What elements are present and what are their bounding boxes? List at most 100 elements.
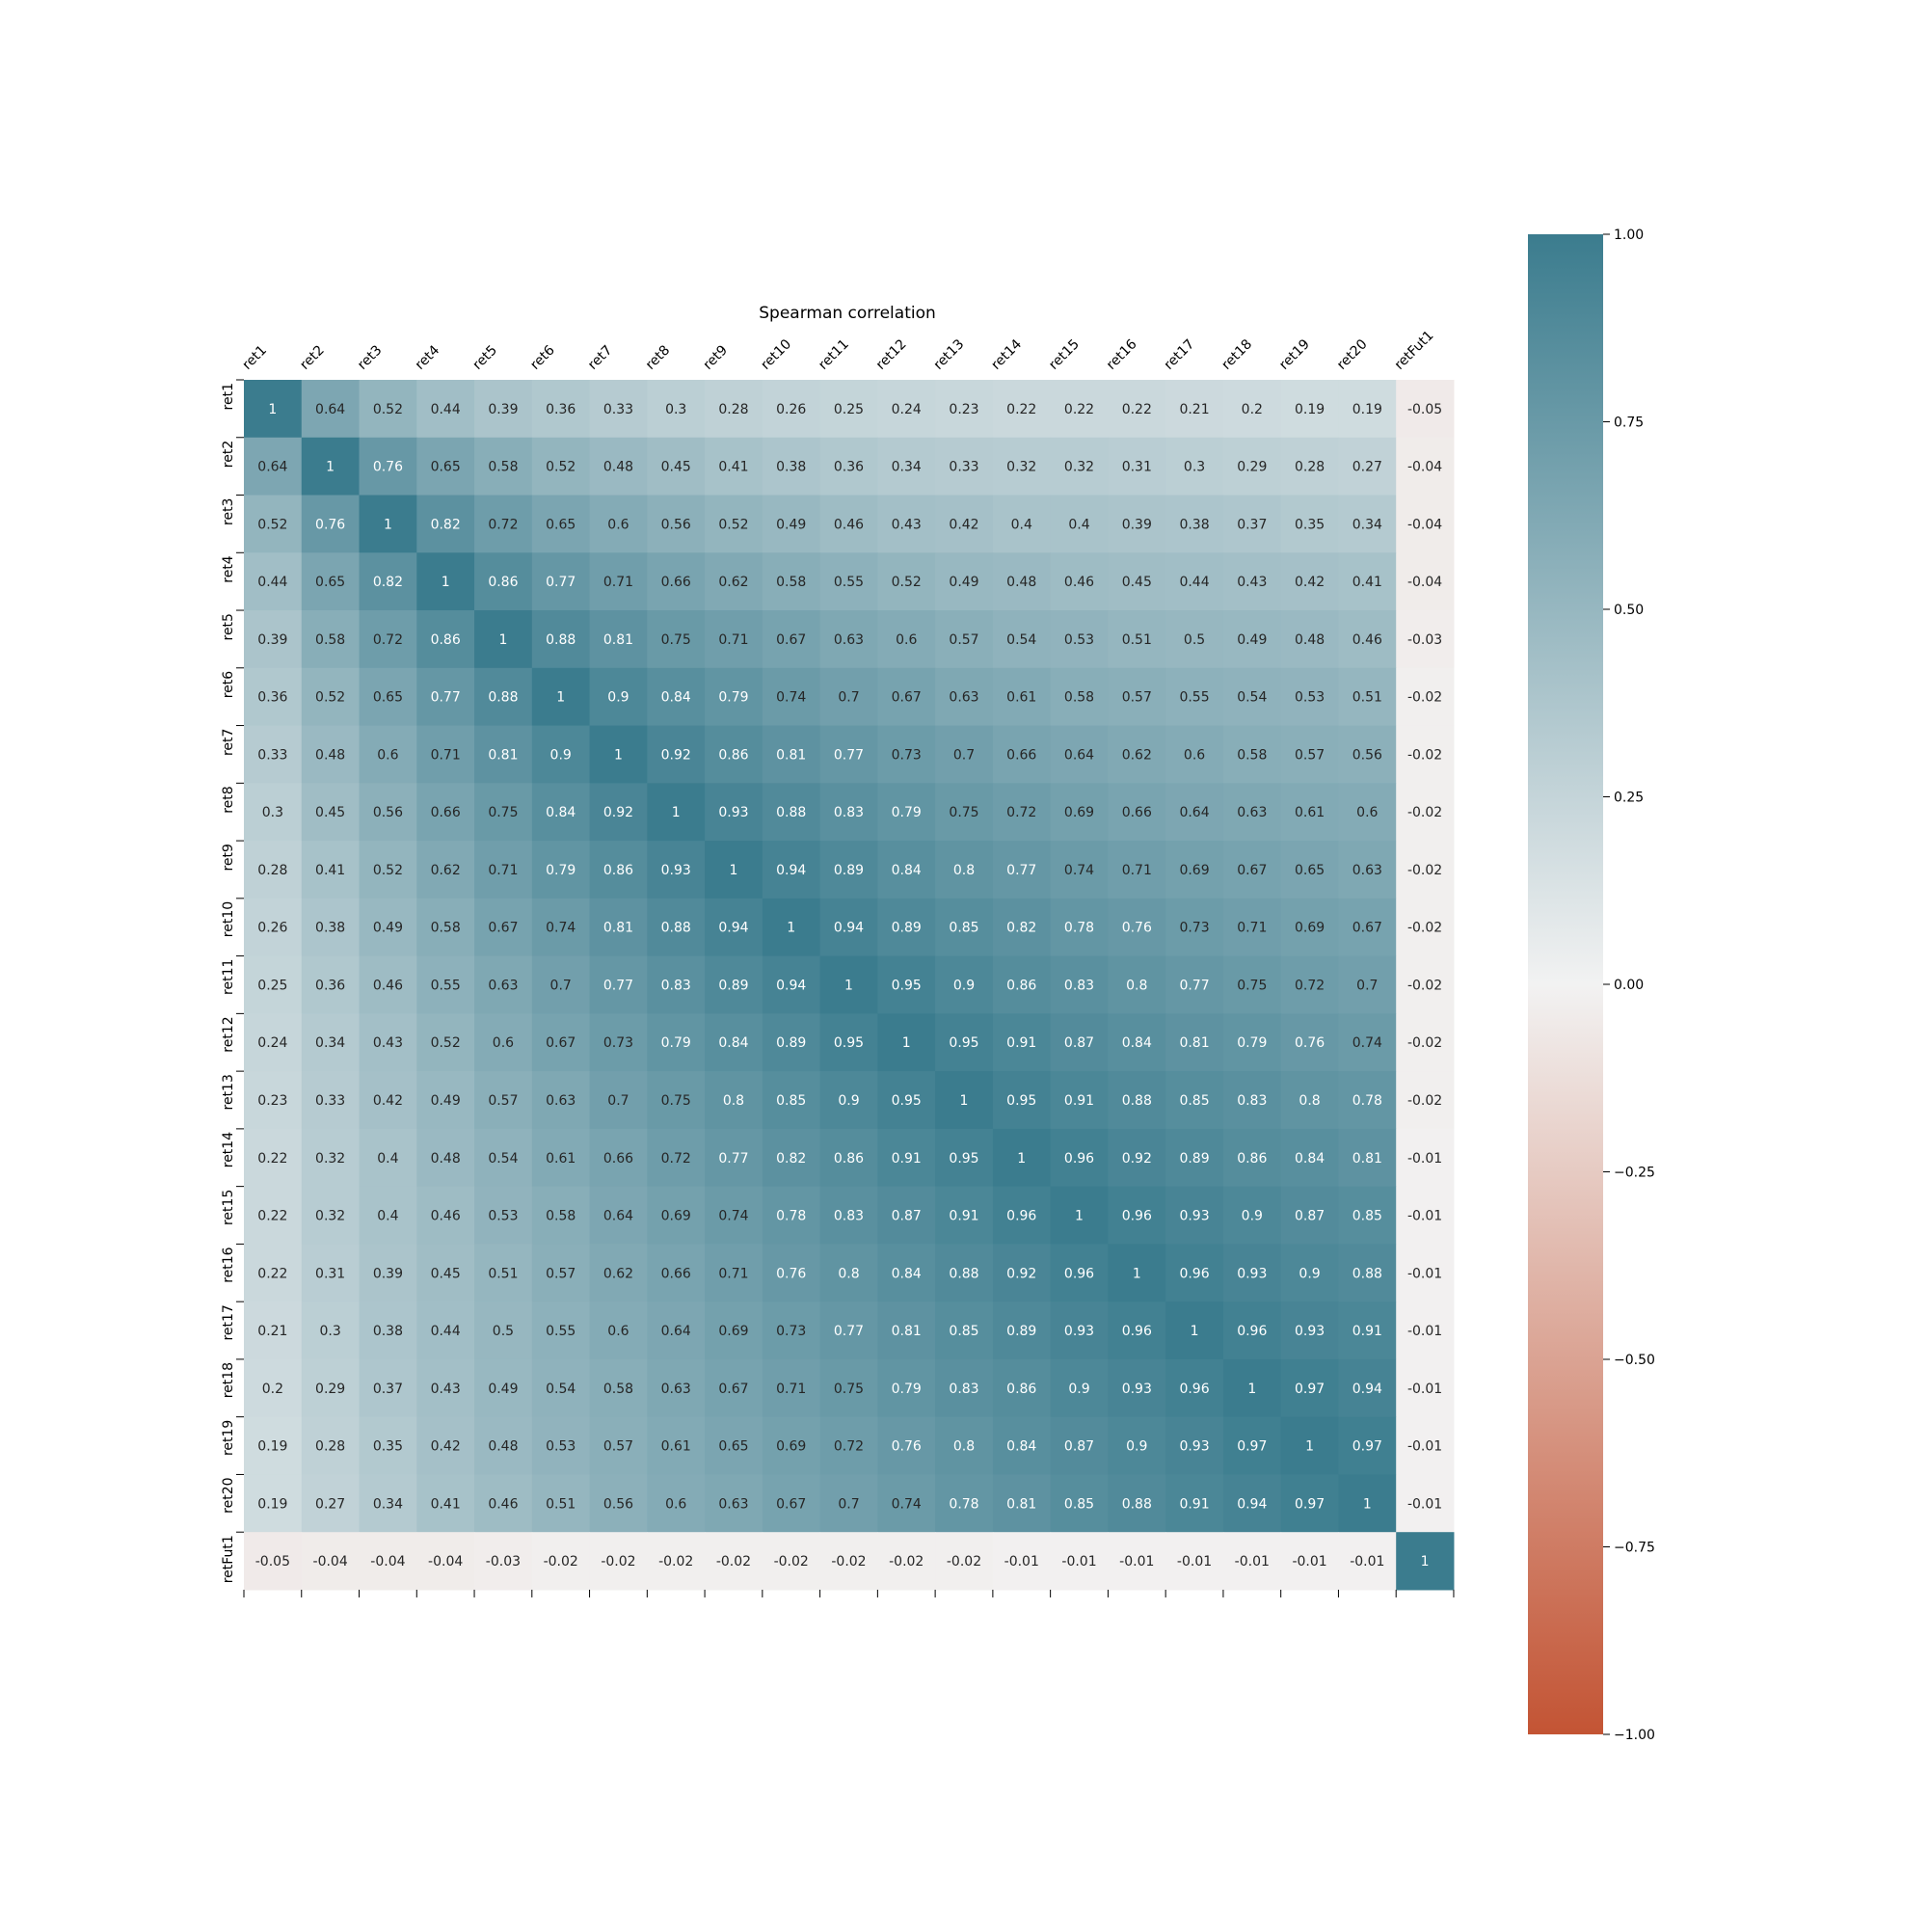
heatmap-cell-value: 0.89: [776, 1035, 806, 1051]
heatmap-cell-value: 0.84: [1006, 1439, 1036, 1455]
heatmap-cell-value: 0.7: [838, 690, 859, 706]
heatmap-cell: [705, 380, 763, 439]
heatmap-cell: [1222, 1358, 1282, 1418]
heatmap-cell: [819, 380, 878, 439]
heatmap-cell: [1108, 1532, 1166, 1591]
heatmap-cell: [1222, 1128, 1282, 1188]
heatmap-cell: [1396, 380, 1455, 439]
heatmap-cell: [705, 725, 763, 784]
heatmap-cell: [359, 1301, 417, 1360]
heatmap-cell: [935, 1532, 994, 1591]
heatmap-cell-value: -0.01: [1407, 1382, 1442, 1397]
heatmap-cell: [359, 667, 417, 727]
heatmap-cell-value: 0.92: [603, 805, 633, 820]
heatmap-cell-value: -0.04: [1407, 575, 1442, 590]
heatmap-cell-value: 0.88: [776, 805, 806, 820]
heatmap-cell-value: 0.84: [892, 1266, 922, 1281]
heatmap-cell: [1050, 1474, 1109, 1533]
heatmap-cell-value: -0.03: [1407, 632, 1442, 648]
heatmap-cell-value: 0.58: [776, 575, 806, 590]
heatmap-cell-value: -0.02: [1407, 1035, 1442, 1051]
heatmap-cell-value: 0.72: [1295, 978, 1325, 993]
heatmap-cell-value: 0.26: [257, 921, 287, 936]
heatmap-cell: [359, 1013, 417, 1072]
heatmap-cell-value: 0.91: [892, 1151, 922, 1167]
heatmap-cell-value: 0.92: [661, 747, 691, 763]
heatmap-cell: [1396, 1358, 1455, 1418]
heatmap-cell-value: 0.74: [892, 1496, 922, 1512]
heatmap-cell: [1108, 1128, 1166, 1188]
heatmap-cell: [1396, 1071, 1455, 1130]
heatmap-cell: [877, 898, 936, 957]
heatmap-cell: [647, 1244, 706, 1302]
heatmap-cell-value: 0.45: [1122, 575, 1152, 590]
heatmap-cell-value: 0.61: [546, 1151, 576, 1167]
heatmap-cell-value: 0.22: [257, 1151, 287, 1167]
colorbar-tick-label: 1.00: [1614, 228, 1644, 243]
heatmap-cell-value: 0.76: [892, 1439, 922, 1455]
heatmap-cell: [647, 437, 706, 496]
heatmap-cell: [531, 1128, 591, 1188]
heatmap-cell-value: 0.8: [953, 863, 975, 878]
heatmap-cell-value: 0.52: [718, 517, 748, 532]
heatmap-cell: [1165, 610, 1224, 669]
heatmap-cell: [531, 1358, 591, 1418]
heatmap-cell: [1108, 1358, 1166, 1418]
heatmap-cell-value: 0.6: [1184, 747, 1205, 763]
heatmap-cell-value: 1: [1017, 1151, 1026, 1167]
y-tick-label: ret5: [221, 613, 236, 640]
heatmap-cell: [1338, 1301, 1397, 1360]
heatmap-cell: [877, 783, 936, 842]
heatmap-cell-value: 0.79: [1237, 1035, 1267, 1051]
x-tick-label: ret2: [297, 342, 327, 372]
heatmap-cell-value: 0.35: [1295, 517, 1325, 532]
heatmap-cell: [301, 1358, 361, 1418]
heatmap-cell: [244, 1244, 303, 1302]
heatmap-cell: [877, 437, 936, 496]
heatmap-cell-value: 0.75: [488, 805, 518, 820]
heatmap-cell-value: 0.65: [373, 690, 403, 706]
heatmap-cell-value: 0.54: [1006, 632, 1036, 648]
heatmap-cell: [705, 552, 763, 611]
heatmap-cell: [1108, 495, 1166, 553]
heatmap-cell: [1338, 1474, 1397, 1533]
heatmap-cell-value: -0.04: [1407, 517, 1442, 532]
heatmap-cell-value: 1: [614, 747, 623, 763]
heatmap-cell: [1338, 898, 1397, 957]
y-tick-label: ret9: [221, 844, 236, 871]
heatmap-cell-value: 0.63: [546, 1093, 576, 1109]
heatmap-cell-value: 0.77: [431, 690, 461, 706]
heatmap-cell: [877, 667, 936, 727]
heatmap-cell-value: 0.89: [892, 921, 922, 936]
heatmap-cell: [359, 1474, 417, 1533]
heatmap-cell-value: 0.97: [1295, 1382, 1325, 1397]
heatmap-cell: [531, 783, 591, 842]
heatmap-cell: [531, 1301, 591, 1360]
heatmap-cell: [1108, 898, 1166, 957]
heatmap-cell-value: 0.57: [949, 632, 978, 648]
heatmap-cell: [1280, 1013, 1339, 1072]
heatmap-cell: [1222, 1244, 1282, 1302]
heatmap-cell-value: 0.52: [257, 517, 287, 532]
heatmap-cell-value: 0.71: [431, 747, 461, 763]
heatmap-cell-value: 0.73: [776, 1324, 806, 1339]
heatmap-cell: [474, 667, 533, 727]
heatmap-cell-value: 0.91: [1179, 1496, 1209, 1512]
heatmap-cell: [1222, 955, 1282, 1014]
heatmap-cell: [589, 552, 648, 611]
heatmap-cell-value: 0.65: [315, 575, 345, 590]
heatmap-cell-value: 0.49: [373, 921, 403, 936]
heatmap-cell-value: 0.77: [603, 978, 633, 993]
heatmap-cell: [992, 1186, 1052, 1245]
heatmap-cell-value: 0.76: [373, 460, 403, 475]
heatmap-cell-value: 0.43: [892, 517, 922, 532]
y-tick-label: ret6: [221, 671, 236, 699]
heatmap-cell-value: 0.39: [488, 402, 518, 417]
heatmap-cell-value: 0.31: [315, 1266, 345, 1281]
heatmap-cell-value: 0.67: [776, 1496, 806, 1512]
heatmap-cell: [416, 1013, 475, 1072]
heatmap-cell-value: 0.33: [949, 460, 978, 475]
heatmap-cell: [647, 783, 706, 842]
heatmap-cell-value: 0.8: [838, 1266, 859, 1281]
heatmap-cell-value: 0.92: [1122, 1151, 1152, 1167]
